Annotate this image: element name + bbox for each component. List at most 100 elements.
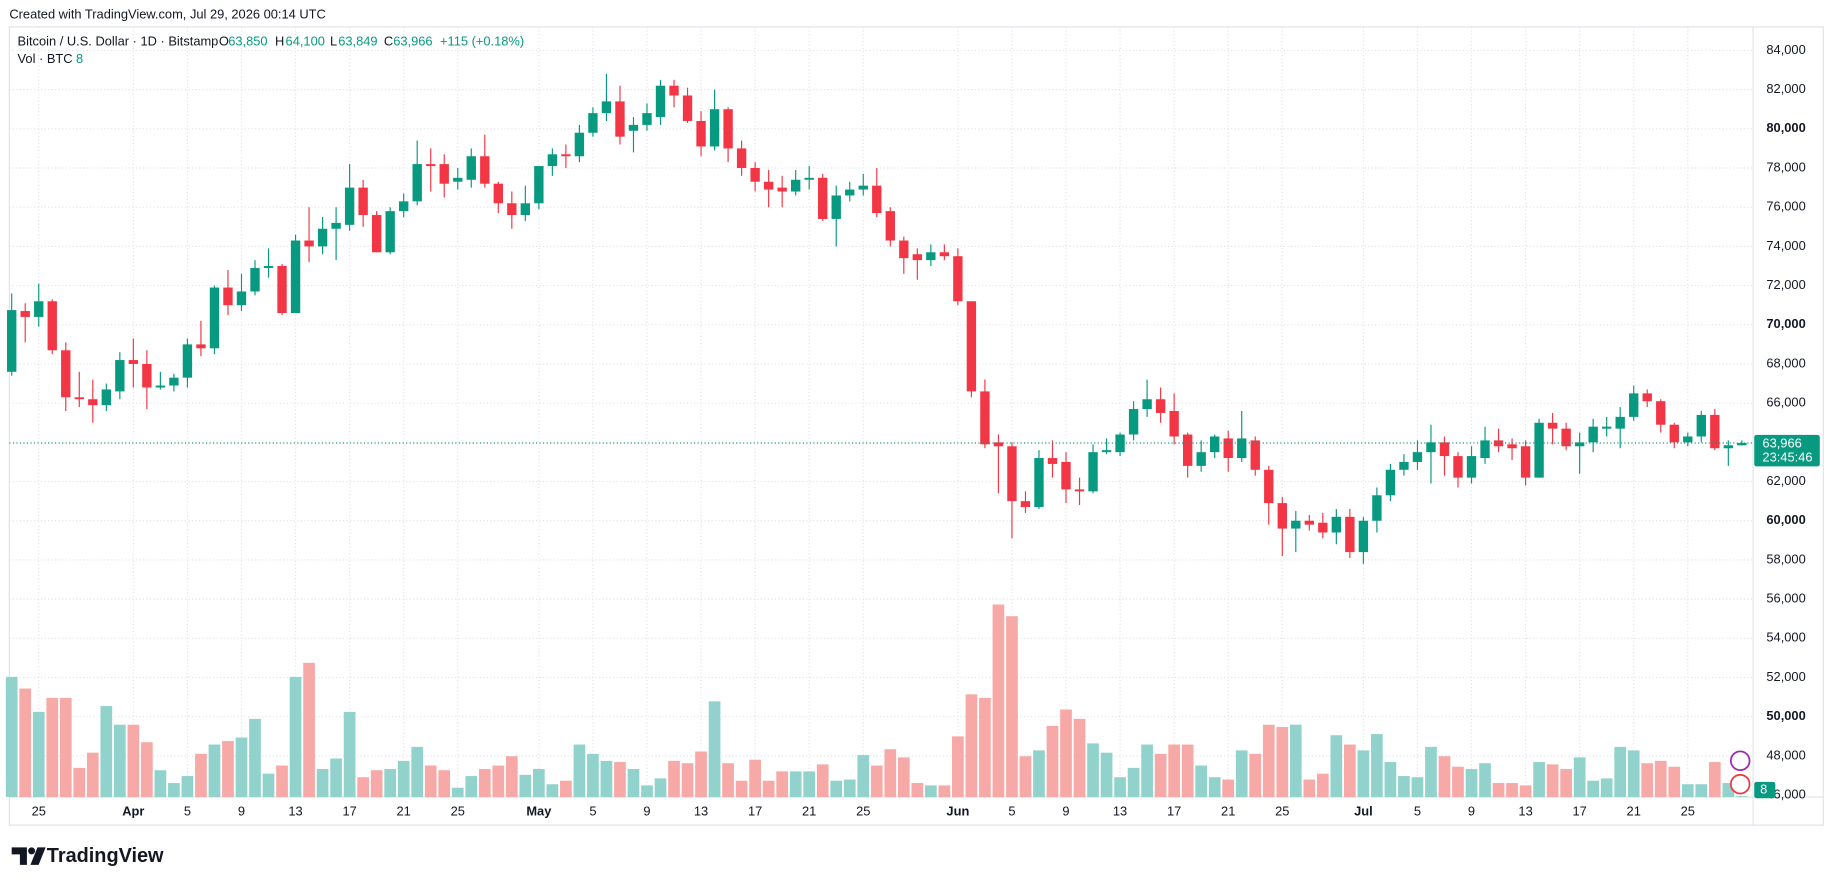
- volume-bar: [762, 780, 775, 798]
- candle-body: [1291, 520, 1301, 529]
- candle-body: [520, 203, 531, 216]
- x-tick-label: 5: [589, 804, 596, 819]
- x-tick-label: 13: [288, 804, 302, 819]
- y-tick-label: 66,000: [1766, 395, 1805, 410]
- x-tick-label: 25: [1275, 804, 1289, 819]
- volume-bar: [600, 760, 613, 798]
- volume-bar: [492, 765, 505, 798]
- volume-bar: [303, 662, 315, 798]
- candle-body: [845, 189, 855, 196]
- volume-bar: [1127, 767, 1140, 798]
- axes: 84,000 82,000 80,000 78,000 76,000 74,000 72,0…: [32, 42, 1820, 819]
- volume-bar: [843, 779, 856, 798]
- volume-bar: [1371, 734, 1383, 798]
- volume-bar: [965, 694, 978, 798]
- candle-body: [290, 240, 301, 314]
- volume-bar: [627, 769, 640, 798]
- candle-body: [277, 265, 287, 314]
- volume-bar: [830, 780, 843, 798]
- candle-body: [1020, 501, 1031, 508]
- y-tick-label: 54,000: [1766, 630, 1805, 645]
- brand-logo: TradingView: [11, 845, 164, 867]
- candle-body: [250, 267, 260, 292]
- candle-body: [155, 385, 166, 388]
- volume-bar: [46, 697, 59, 798]
- candle-body: [1034, 458, 1044, 508]
- candle-body: [1547, 422, 1558, 429]
- candle-body: [763, 181, 774, 190]
- candle-body: [1385, 469, 1396, 496]
- y-tick-label: 70,000: [1766, 316, 1805, 331]
- close-value: 63,966: [393, 34, 432, 49]
- volume-bar: [560, 780, 572, 798]
- volume-bar: [1668, 766, 1681, 798]
- low-value: 63,849: [338, 34, 377, 49]
- volume-bar: [1249, 753, 1262, 798]
- volume-bar: [1492, 783, 1505, 798]
- y-tick-label: 72,000: [1766, 277, 1805, 292]
- volume-bar: [857, 755, 870, 798]
- candle-body: [872, 185, 882, 214]
- candle-body: [182, 344, 193, 378]
- volume-bar: [370, 770, 383, 798]
- change: +115 (+0.18%): [440, 34, 524, 49]
- volume-bar: [614, 762, 626, 798]
- volume-bar: [127, 724, 140, 798]
- candle-body: [1466, 456, 1477, 478]
- volume-bar: [1289, 724, 1302, 798]
- volume-bar: [1208, 777, 1221, 798]
- logo-dot: [28, 847, 36, 855]
- candle-body: [1507, 444, 1517, 449]
- candle-body: [371, 215, 382, 253]
- volume-bar: [1708, 762, 1721, 798]
- x-tick-label: 13: [1113, 804, 1127, 819]
- volume-bar: [397, 760, 410, 798]
- volume-bar: [1019, 756, 1032, 798]
- volume-bar: [722, 763, 734, 798]
- volume-bar: [1587, 780, 1600, 798]
- candle-body: [1453, 456, 1463, 478]
- volume-bar: [1168, 744, 1180, 798]
- volume-bar: [749, 759, 761, 798]
- x-tick-label: 25: [1681, 804, 1695, 819]
- candle-body: [1629, 393, 1639, 417]
- volume-bar: [478, 769, 491, 798]
- candle-body: [1561, 428, 1571, 447]
- volume-bar: [168, 783, 180, 798]
- x-tick-label: 25: [451, 804, 465, 819]
- candle-body: [34, 301, 44, 317]
- x-tick-label: 25: [856, 804, 870, 819]
- volume-bar: [1384, 762, 1397, 798]
- candle-body: [399, 201, 409, 212]
- volume-bar: [641, 785, 653, 798]
- candle-body: [1250, 440, 1260, 470]
- volume-bar: [289, 676, 302, 798]
- created-with: Created with TradingView.com, Jul 29, 20…: [9, 7, 325, 22]
- candle-body: [480, 156, 490, 184]
- y-tick-label: 48,000: [1766, 747, 1805, 762]
- candle-body: [1588, 426, 1598, 443]
- volume-bar: [870, 765, 883, 798]
- volume-bar: [1033, 750, 1045, 798]
- candle-body: [20, 311, 30, 317]
- candle-body: [128, 360, 139, 364]
- volume-pane: [5, 604, 1748, 798]
- candle-body: [1345, 516, 1355, 553]
- candle-body: [426, 164, 436, 167]
- volume-bar: [505, 756, 518, 798]
- volume-bar: [1141, 744, 1153, 798]
- candle-body: [777, 187, 787, 192]
- volume-bar: [262, 773, 275, 798]
- y-tick-label: 82,000: [1766, 81, 1805, 96]
- x-tick-label: Jun: [946, 804, 969, 819]
- y-tick-label: 68,000: [1766, 355, 1805, 370]
- volume-bar: [776, 771, 789, 798]
- volume-bar: [735, 780, 748, 798]
- volume-title: Vol · BTC: [18, 51, 73, 66]
- candle-body: [642, 113, 652, 125]
- icon[interactable]: [1729, 773, 1751, 795]
- icon[interactable]: [1729, 750, 1751, 772]
- candle-body: [1412, 452, 1423, 462]
- volume-bar: [1695, 784, 1708, 798]
- y-tick-label: 56,000: [1766, 591, 1805, 606]
